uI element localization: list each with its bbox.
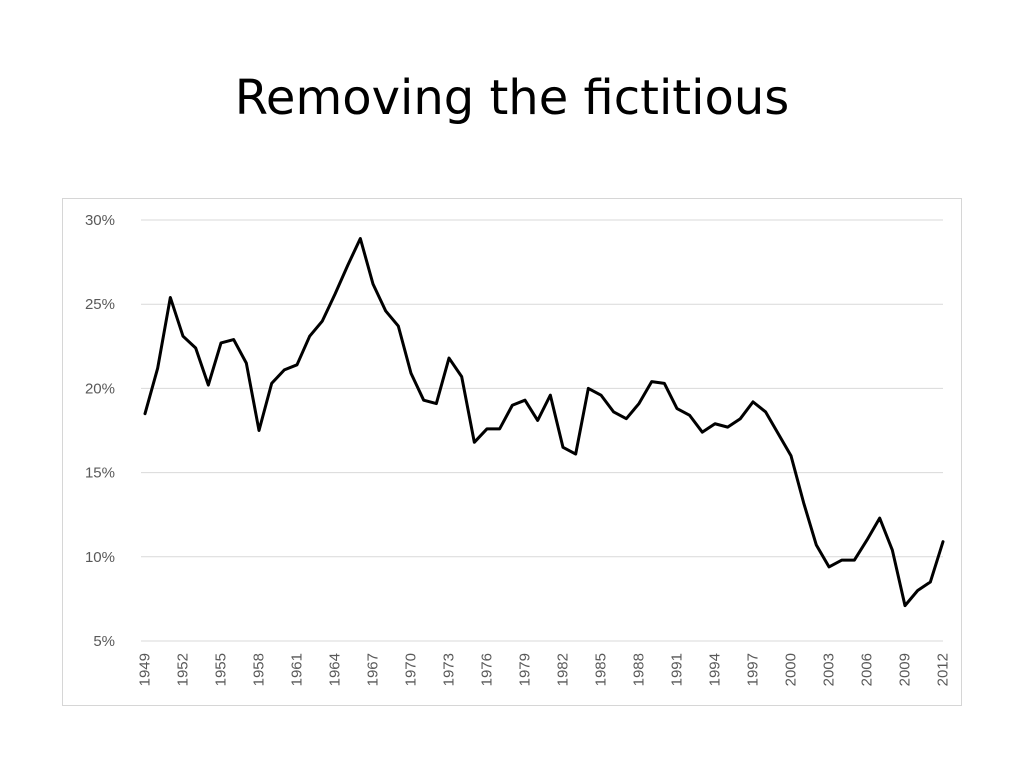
line-chart: 5%10%15%20%25%30% 1949 1952 1955 1958 1961 19… <box>85 212 952 686</box>
x-tick-label: 1982 <box>555 653 572 686</box>
x-tick-label: 1997 <box>745 653 762 686</box>
x-tick-label: 1985 <box>593 653 610 686</box>
chart-frame: 5% 10% 15% 20% 25% 30% 1949 1952 1955 1958 1961 19… <box>62 198 962 706</box>
x-tick-label: 1976 <box>479 653 496 686</box>
series-line <box>143 237 945 608</box>
x-tick-label: 2000 <box>783 653 800 686</box>
x-tick-label: 1979 <box>517 653 534 686</box>
gridlines <box>141 219 943 642</box>
x-tick-label: 1952 <box>175 653 192 686</box>
x-tick-label: 1991 <box>669 653 686 686</box>
x-tick-label: 2003 <box>821 653 838 686</box>
y-tick-label: 25% <box>85 296 115 313</box>
slide-title: Removing the fictitious <box>234 70 790 126</box>
x-tick-label: 1949 <box>137 653 154 686</box>
x-tick-label: 1955 <box>213 653 230 686</box>
y-tick-label: 5% <box>93 633 115 650</box>
x-tick-label: 1994 <box>707 653 724 686</box>
x-axis-ticks: 1949 1952 1955 1958 1961 1964 1967 1970 1973 1976… <box>137 653 952 686</box>
x-tick-label: 2006 <box>859 653 876 686</box>
series-layer <box>143 237 945 608</box>
x-tick-label: 1973 <box>441 653 458 686</box>
y-tick-label: 15% <box>85 465 115 482</box>
x-tick-label: 1958 <box>251 653 268 686</box>
y-tick-label: 20% <box>85 380 115 397</box>
x-tick-label: 2009 <box>897 653 914 686</box>
y-tick-label: 10% <box>85 549 115 566</box>
x-tick-label: 1970 <box>403 653 420 686</box>
x-tick-label: 2012 <box>935 653 952 686</box>
y-tick-label: 30% <box>85 212 115 229</box>
x-tick-label: 1967 <box>365 653 382 686</box>
x-tick-label: 1964 <box>327 653 344 686</box>
x-tick-label: 1961 <box>289 653 306 686</box>
y-axis-ticks: 5% 10% 15% 20% 25% 30% <box>85 212 115 650</box>
x-tick-label: 1988 <box>631 653 648 686</box>
